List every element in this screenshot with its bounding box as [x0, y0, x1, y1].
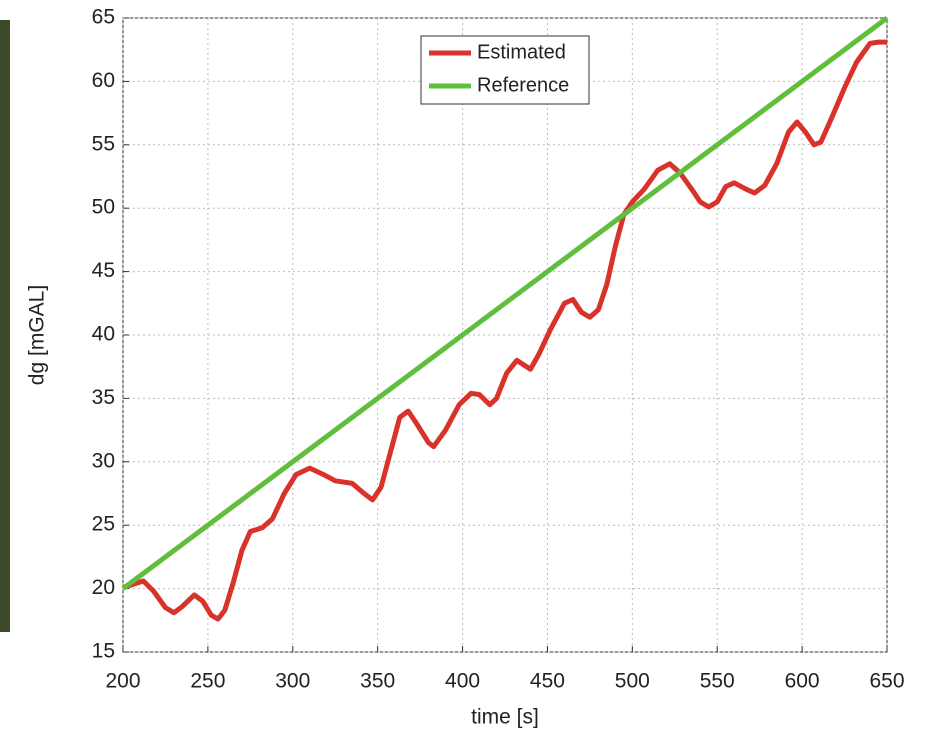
legend-label: Reference — [477, 74, 569, 96]
x-tick-label: 550 — [700, 670, 735, 693]
y-tick-label: 50 — [92, 196, 115, 219]
legend-label: Estimated — [477, 41, 566, 63]
y-tick-label: 25 — [92, 513, 115, 536]
y-tick-label: 65 — [92, 6, 115, 29]
x-tick-label: 200 — [105, 670, 140, 693]
x-tick-label: 250 — [190, 670, 225, 693]
x-tick-label: 350 — [360, 670, 395, 693]
legend-box — [420, 35, 590, 105]
y-axis-label: dg [mGAL] — [26, 285, 49, 385]
x-tick-label: 650 — [869, 670, 904, 693]
y-tick-label: 20 — [92, 576, 115, 599]
y-tick-label: 15 — [92, 640, 115, 663]
x-tick-label: 300 — [275, 670, 310, 693]
line-series — [121, 15, 889, 591]
y-tick-label: 30 — [92, 449, 115, 472]
x-axis-label: time [s] — [471, 706, 539, 729]
y-tick-label: 60 — [92, 69, 115, 92]
y-tick-label: 40 — [92, 323, 115, 346]
y-tick-label: 45 — [92, 259, 115, 282]
line-series — [122, 39, 887, 622]
x-tick-label: 400 — [445, 670, 480, 693]
y-tick-label: 55 — [92, 132, 115, 155]
photo-strip — [0, 20, 10, 632]
x-tick-label: 500 — [615, 670, 650, 693]
x-tick-label: 600 — [785, 670, 820, 693]
y-tick-label: 35 — [92, 386, 115, 409]
x-tick-label: 450 — [530, 670, 565, 693]
